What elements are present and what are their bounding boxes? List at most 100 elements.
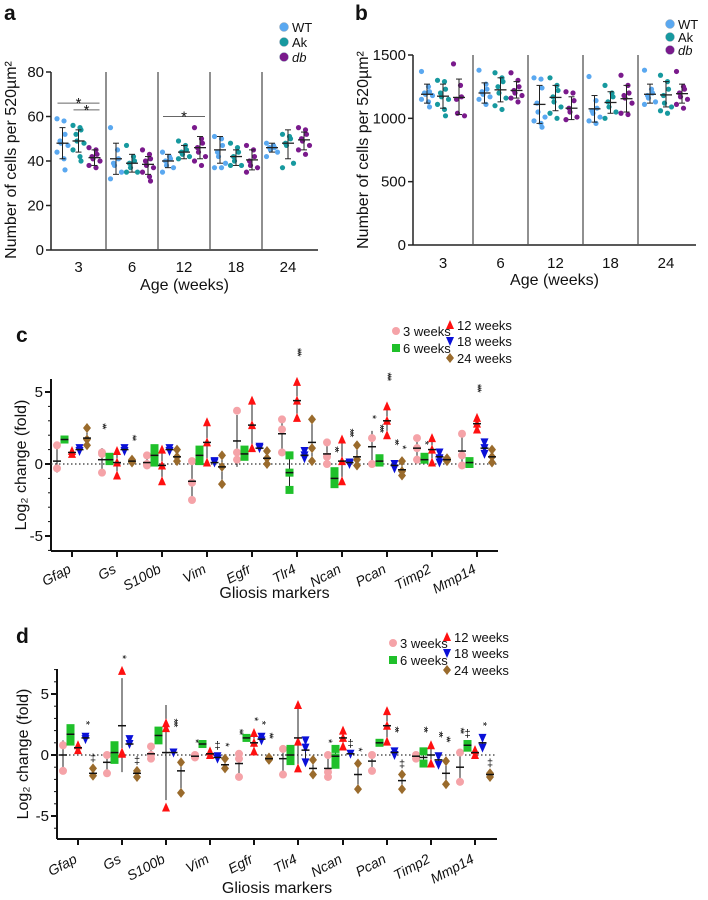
significance-mark: ** — [96, 423, 108, 430]
data-point-w3 — [368, 766, 376, 775]
data-point-w12 — [158, 476, 166, 486]
data-point-w12 — [338, 434, 346, 444]
data-point-Ak — [492, 103, 498, 109]
data-point-Ak — [495, 84, 501, 90]
data-point-w12 — [113, 470, 121, 480]
data-point-w24 — [83, 440, 91, 451]
legend-marker-w6 — [392, 344, 400, 352]
data-point-db — [150, 165, 157, 171]
data-point-w6 — [240, 445, 249, 454]
significance-mark: *** — [168, 719, 180, 729]
data-point-w12 — [74, 745, 82, 755]
data-point-db — [191, 125, 198, 131]
x-tick-label-gfap: Gfap — [45, 850, 79, 878]
data-point-w3 — [235, 772, 243, 781]
data-point-db — [461, 113, 468, 119]
data-point-Ak — [279, 165, 286, 171]
legend-label: Ak — [678, 30, 694, 45]
significance-mark: ** — [126, 435, 138, 442]
significance-mark: *** — [381, 372, 393, 382]
significance-star: * — [76, 95, 82, 112]
legend-marker-w18 — [443, 649, 451, 658]
data-point-db — [680, 105, 687, 111]
data-point-Ak — [499, 106, 505, 113]
data-point-db — [94, 151, 100, 157]
data-point-Ak — [123, 142, 130, 149]
data-point-WT — [54, 149, 60, 155]
data-point-w3 — [235, 754, 243, 763]
data-point-WT — [597, 114, 603, 120]
data-point-w12 — [383, 706, 391, 716]
data-point-w18 — [213, 754, 222, 764]
data-point-w24 — [488, 457, 496, 468]
data-point-w18 — [81, 735, 90, 745]
data-point-WT — [263, 140, 270, 146]
data-point-WT — [542, 114, 548, 120]
data-point-w12 — [250, 728, 258, 738]
panel-letter: c — [16, 324, 28, 347]
legend-label: 6 weeks — [403, 341, 451, 356]
data-point-w24 — [354, 758, 362, 769]
y-tick-label: 60 — [27, 109, 44, 126]
data-point-w3 — [103, 751, 111, 759]
data-point-w3 — [368, 751, 376, 759]
data-point-w24 — [308, 414, 316, 425]
x-tick-label: 18 — [228, 259, 245, 276]
significance-mark: ** — [263, 732, 275, 739]
significance-mark: * — [366, 415, 378, 420]
data-point-w3 — [279, 744, 287, 753]
data-point-WT — [274, 149, 281, 155]
data-point-db — [519, 92, 525, 99]
data-point-w12 — [250, 746, 258, 756]
data-point-w3 — [323, 452, 331, 461]
data-point-w24 — [309, 769, 317, 780]
data-point-w6 — [285, 485, 294, 494]
data-point-db — [684, 96, 691, 102]
data-point-WT — [538, 76, 544, 82]
data-point-w12 — [427, 758, 435, 768]
data-point-w24 — [398, 769, 406, 780]
legend-label: 3 weeks — [400, 636, 448, 651]
data-point-w12 — [427, 740, 435, 750]
legend-marker-w6 — [389, 656, 397, 664]
data-point-WT — [641, 101, 648, 107]
data-point-Ak — [503, 95, 509, 101]
data-point-w6 — [285, 451, 294, 460]
data-point-db — [146, 151, 153, 157]
data-point-Ak — [434, 101, 441, 107]
y-tick-label: 500 — [381, 174, 406, 191]
x-tick-label-timp2: Timp2 — [391, 850, 433, 882]
data-point-db — [86, 145, 92, 151]
data-point-Ak — [613, 109, 619, 115]
data-point-w12 — [203, 417, 211, 427]
data-point-WT — [214, 149, 221, 155]
y-tick-label: 1000 — [373, 110, 406, 127]
data-point-w24 — [398, 784, 406, 795]
data-point-WT — [476, 67, 482, 73]
data-point-w3 — [98, 468, 106, 477]
data-point-w12 — [383, 736, 391, 746]
data-point-w6 — [195, 452, 204, 461]
data-point-w24 — [89, 770, 97, 781]
data-point-w12 — [339, 725, 347, 735]
data-point-w3 — [233, 406, 241, 415]
y-tick-label: 5 — [41, 686, 49, 703]
data-point-w18 — [125, 735, 134, 745]
data-point-Ak — [668, 104, 675, 110]
data-point-w12 — [293, 412, 301, 422]
x-tick-label-vim: Vim — [183, 850, 212, 875]
data-point-db — [563, 89, 569, 95]
data-point-Ak — [78, 158, 84, 164]
data-point-w18 — [257, 736, 266, 746]
x-tick-label: 3 — [74, 259, 82, 276]
data-point-w3 — [456, 748, 464, 757]
x-tick-label-tlr4: Tlr4 — [271, 850, 300, 876]
data-point-w3 — [323, 460, 331, 468]
data-point-db — [254, 165, 261, 171]
data-point-w12 — [113, 446, 121, 456]
data-point-WT — [418, 96, 425, 102]
data-point-w3 — [458, 429, 466, 438]
data-point-w18 — [434, 752, 443, 762]
legend-marker-db — [665, 45, 675, 55]
data-point-Ak — [227, 162, 234, 169]
